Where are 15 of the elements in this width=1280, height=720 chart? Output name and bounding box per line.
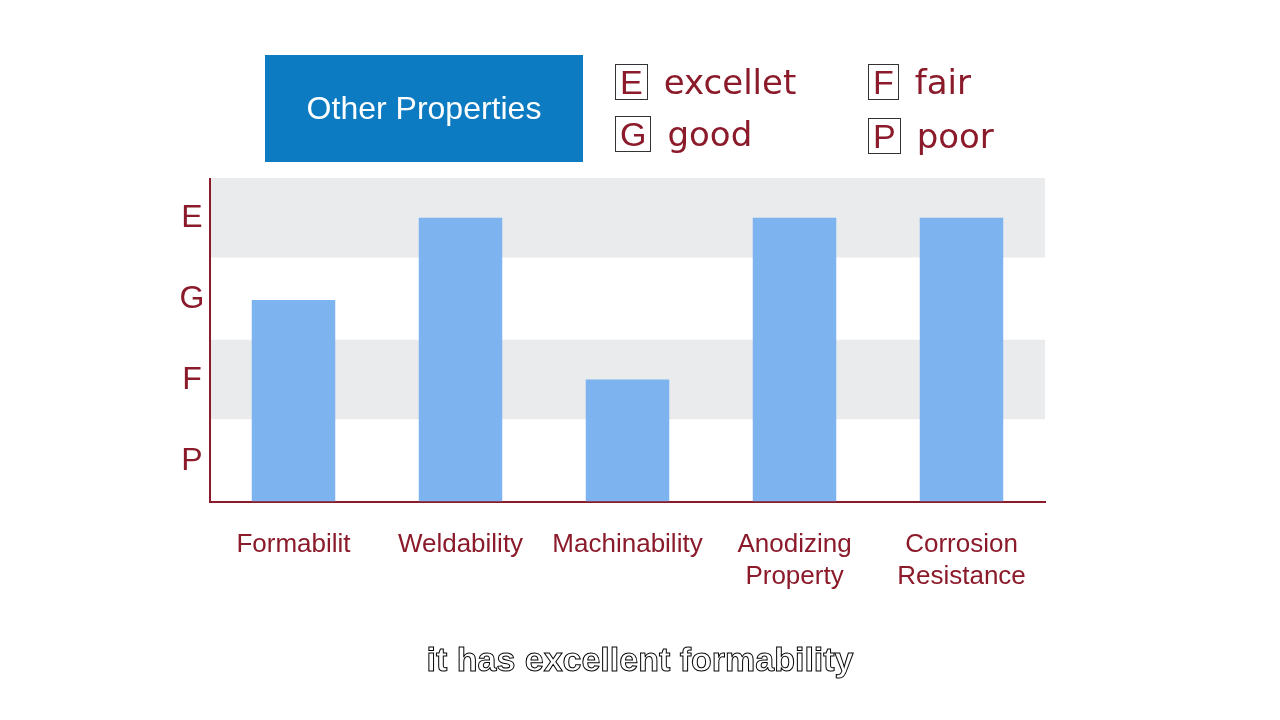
text: it has excellent formability <box>425 640 855 679</box>
x-tick-label: Anodizing Property <box>737 528 852 590</box>
text: P poor <box>872 116 994 156</box>
text: G good <box>619 114 753 154</box>
x-tick-label: Formabilit <box>236 528 352 559</box>
text: E excellet <box>619 62 797 102</box>
chart-title: Other Properties <box>265 55 583 162</box>
x-tick-label: Weldability <box>397 528 524 559</box>
text: G <box>179 279 205 316</box>
x-tick-label: Corrosion Resistance <box>897 528 1026 590</box>
x-tick-label: Machinability <box>552 528 703 559</box>
text: E <box>181 198 203 235</box>
text: P <box>181 440 203 477</box>
text: F <box>182 360 202 397</box>
text: F fair <box>872 62 972 102</box>
